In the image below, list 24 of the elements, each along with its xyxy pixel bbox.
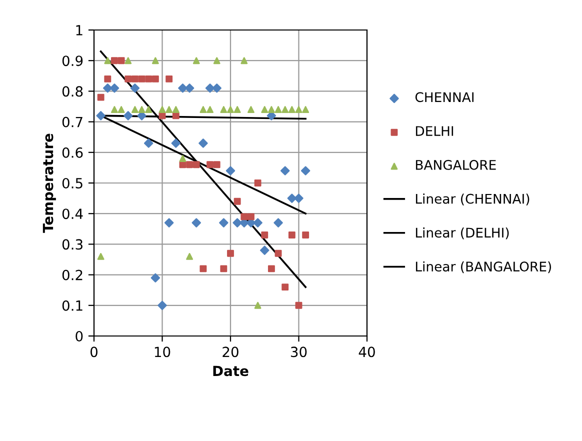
y-axis-title: Temperature <box>42 134 56 233</box>
x-tick-label: 20 <box>222 346 238 358</box>
y-tick-label: 0.3 <box>62 239 82 250</box>
y-tick-label: 0.8 <box>62 86 83 97</box>
legend-label: Linear (DELHI) <box>416 227 509 240</box>
legend-label: CHENNAI <box>415 92 474 102</box>
x-tick-label: 10 <box>154 346 170 358</box>
x-tick-label: 0 <box>90 346 98 358</box>
x-tick-label: 30 <box>290 346 307 358</box>
y-tick-label: 0.1 <box>62 300 82 311</box>
x-tick-label: 40 <box>358 346 375 358</box>
y-tick-label: 0.7 <box>62 116 82 128</box>
y-tick-label: 1 <box>76 25 82 36</box>
legend-label: Linear (BANGALORE) <box>416 261 552 274</box>
legend-label: Linear (CHENNAI) <box>416 194 530 206</box>
y-tick-label: 0.9 <box>62 56 83 66</box>
y-tick-label: 0.2 <box>62 270 82 280</box>
y-tick-label: 0.5 <box>62 178 82 188</box>
x-axis-title: Date <box>213 366 248 376</box>
y-tick-label: 0.6 <box>62 147 83 158</box>
legend-label: DELHI <box>416 126 454 136</box>
y-tick-label: 0.4 <box>62 208 83 220</box>
legend-label: BANGALORE <box>416 160 496 170</box>
y-tick-label: 0 <box>76 330 83 342</box>
